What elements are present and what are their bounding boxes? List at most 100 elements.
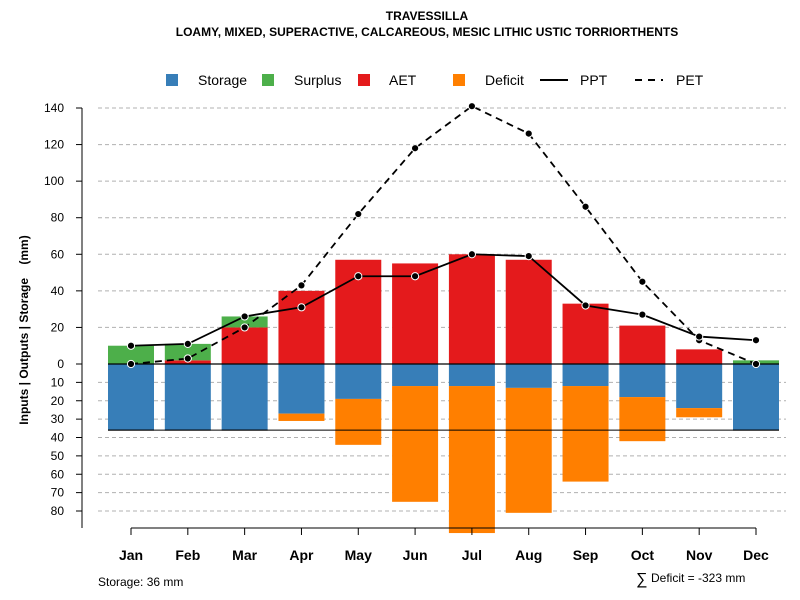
legend-label-aet: AET — [389, 72, 417, 88]
bar-aet-oct — [619, 325, 666, 364]
y-tick-label-up-80: 80 — [51, 211, 65, 225]
y-tick-label-lo-40: 40 — [51, 431, 65, 445]
legend-swatch-deficit — [453, 74, 465, 86]
bar-storage-apr — [278, 364, 325, 414]
x-tick-label-aug: Aug — [515, 547, 542, 563]
point-ppt-oct — [638, 310, 647, 319]
bar-deficit-jun — [392, 386, 439, 502]
x-tick-label-oct: Oct — [631, 547, 655, 563]
bar-deficit-oct — [619, 397, 666, 442]
point-pet-mar — [240, 323, 249, 332]
line-pet — [130, 105, 757, 365]
y-axis-label: Inputs | Outputs | Storage (mm) — [17, 235, 31, 424]
sum-symbol-icon: ∑ — [636, 571, 647, 588]
bar-storage-jan — [108, 364, 154, 431]
y-tick-label-lo-10: 10 — [51, 375, 65, 389]
legend-swatch-storage — [166, 74, 178, 86]
point-ppt-jul — [467, 250, 477, 259]
legend-swatch-aet — [358, 74, 370, 86]
bar-surplus-jan — [108, 345, 154, 364]
y-tick-label-lo-70: 70 — [51, 486, 65, 500]
bar-storage-dec — [733, 364, 779, 431]
point-pet-dec — [751, 359, 761, 369]
y-tick-label-up-40: 40 — [51, 284, 65, 298]
grid-lines — [98, 107, 786, 512]
bar-storage-mar — [221, 364, 268, 431]
point-pet-jun — [410, 144, 420, 153]
y-tick-label-lo-30: 30 — [51, 412, 65, 426]
point-ppt-may — [354, 272, 363, 281]
bar-storage-may — [335, 364, 382, 399]
bar-aet-sep — [562, 303, 609, 364]
x-tick-label-nov: Nov — [686, 547, 713, 563]
bar-surplus-mar — [221, 316, 268, 328]
x-tick-label-feb: Feb — [175, 547, 200, 563]
point-ppt-mar — [240, 312, 249, 321]
bar-aet-apr — [278, 290, 325, 364]
x-tick-label-jul: Jul — [462, 547, 482, 563]
x-tick-label-jan: Jan — [119, 547, 143, 563]
x-tick-label-dec: Dec — [743, 547, 769, 563]
legend-label-storage: Storage — [198, 72, 247, 88]
point-pet-oct — [638, 277, 647, 286]
x-tick-label-jun: Jun — [403, 547, 428, 563]
deficit-footnote: Deficit = -323 mm — [651, 571, 745, 585]
point-ppt-nov — [695, 332, 704, 341]
legend-label-pet: PET — [676, 72, 704, 88]
bar-storage-feb — [164, 364, 211, 431]
legend-swatch-surplus — [262, 74, 274, 86]
y-tick-label-up-60: 60 — [51, 247, 65, 261]
point-pet-jan — [126, 359, 136, 369]
x-tick-label-sep: Sep — [573, 547, 599, 563]
point-pet-sep — [581, 202, 590, 211]
point-pet-may — [354, 209, 363, 219]
bar-aet-nov — [676, 349, 723, 364]
point-ppt-jun — [410, 272, 420, 281]
bar-aet-aug — [505, 259, 552, 364]
y-tick-label-up-20: 20 — [51, 320, 65, 334]
chart-legend: Storage Surplus AET Deficit PPT PET — [166, 72, 704, 88]
bar-deficit-may — [335, 398, 382, 445]
line-ppt — [130, 253, 757, 347]
point-ppt-apr — [297, 303, 306, 312]
point-ppt-dec — [751, 336, 761, 345]
bar-deficit-apr — [278, 413, 325, 421]
bar-deficit-nov — [676, 408, 723, 418]
y-tick-label-lo-20: 20 — [51, 394, 65, 408]
x-tick-label-apr: Apr — [289, 547, 314, 563]
axes: 0 20 40 60 80 100 120 140 10 20 30 40 50 60 70 80 Jan Feb… — [44, 101, 769, 563]
bars — [108, 254, 779, 534]
point-ppt-feb — [183, 339, 192, 348]
point-ppt-sep — [581, 301, 590, 310]
storage-footnote: Storage: 36 mm — [98, 575, 183, 589]
legend-label-surplus: Surplus — [294, 72, 341, 88]
point-pet-aug — [524, 129, 533, 138]
bar-storage-jun — [392, 364, 439, 387]
y-tick-label-lo-80: 80 — [51, 504, 65, 518]
x-tick-label-may: May — [345, 547, 372, 563]
y-tick-label-up-0: 0 — [57, 357, 64, 371]
y-tick-label-lo-50: 50 — [51, 449, 65, 463]
y-tick-label-up-140: 140 — [44, 101, 64, 115]
legend-label-ppt: PPT — [580, 72, 608, 88]
bar-storage-jul — [448, 364, 495, 387]
point-ppt-jan — [126, 341, 136, 350]
bar-deficit-aug — [505, 387, 552, 513]
point-ppt-aug — [524, 252, 533, 261]
x-tick-label-mar: Mar — [232, 547, 257, 563]
y-tick-label-lo-60: 60 — [51, 467, 65, 481]
bar-storage-nov — [676, 364, 723, 409]
bar-deficit-sep — [562, 386, 609, 482]
y-tick-label-up-120: 120 — [44, 138, 64, 152]
bar-storage-sep — [562, 364, 609, 387]
point-pet-jul — [467, 102, 477, 111]
y-tick-label-up-100: 100 — [44, 174, 64, 188]
bar-storage-aug — [505, 364, 552, 388]
bar-surplus-feb — [164, 343, 211, 361]
chart-subtitle: LOAMY, MIXED, SUPERACTIVE, CALCAREOUS, M… — [176, 25, 678, 39]
point-pet-feb — [183, 354, 192, 363]
legend-label-deficit: Deficit — [485, 72, 524, 88]
chart-title: TRAVESSILLA — [386, 9, 469, 23]
bar-aet-jul — [448, 254, 495, 364]
